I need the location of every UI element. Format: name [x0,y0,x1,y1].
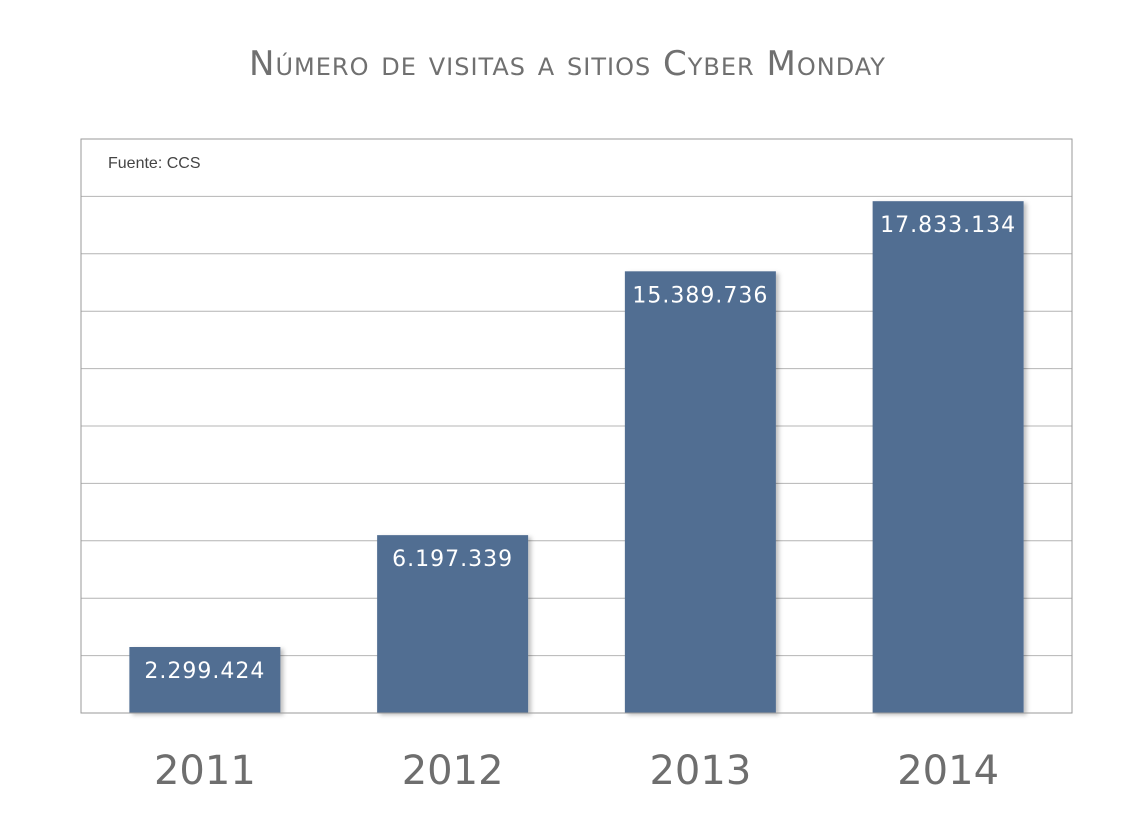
bar-2013 [624,271,776,713]
source-note: Fuente: CCS [108,155,200,172]
value-label-2013: 15.389.736 [632,283,768,308]
plot-frame [80,138,1073,714]
value-label-2011: 2.299.424 [144,659,265,684]
bar-2011 [129,647,281,713]
x-tick-label-2013: 2013 [649,748,751,794]
value-labels: 2.299.424 6.197.339 15.389.736 17.833.134 [144,213,1016,684]
bar-2014 [872,201,1024,713]
bar-2012 [377,535,529,713]
value-label-2012: 6.197.339 [392,547,513,572]
x-tick-label-2014: 2014 [897,748,999,794]
x-axis-tick-labels: 2011 2012 2013 2014 [154,748,999,794]
chart-title: Número de visitas a sitios Cyber Monday [249,44,886,84]
bars [129,201,1024,713]
value-label-2014: 17.833.134 [880,213,1016,238]
x-tick-label-2012: 2012 [402,748,504,794]
x-tick-label-2011: 2011 [154,748,256,794]
